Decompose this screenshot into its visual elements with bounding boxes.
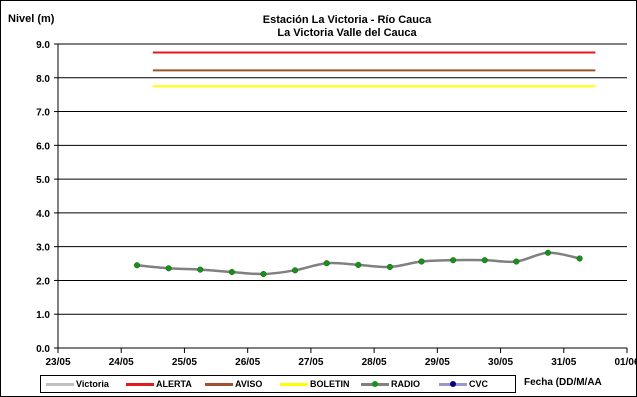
y-tick-label: 2.0 (36, 276, 50, 287)
x-tick-label: 23/05 (45, 357, 70, 368)
legend: Victoria ALERTA AVISO BOLETIN RADIO CVC (40, 375, 516, 393)
legend-swatch (46, 382, 74, 386)
x-tick-label: 27/05 (298, 357, 323, 368)
x-tick-label: 29/05 (425, 357, 450, 368)
legend-swatch (205, 382, 233, 386)
legend-label: ALERTA (156, 379, 192, 389)
data-point (197, 266, 204, 273)
legend-label: BOLETIN (310, 379, 350, 389)
x-tick-label: 31/05 (551, 357, 576, 368)
data-point (292, 267, 299, 274)
legend-item-cvc: CVC (439, 376, 488, 392)
legend-marker-icon (372, 380, 378, 387)
x-tick-label: 28/05 (362, 357, 387, 368)
x-tick-label: 26/05 (235, 357, 260, 368)
legend-label: Victoria (76, 379, 109, 389)
y-tick-label: 6.0 (36, 141, 50, 152)
legend-label: RADIO (391, 379, 420, 389)
data-point (386, 263, 393, 270)
data-point (260, 270, 267, 278)
legend-label: AVISO (235, 379, 263, 389)
data-point (513, 258, 520, 265)
x-axis-label: Fecha (DD/M/AA (524, 377, 602, 388)
y-tick-label: 4.0 (36, 209, 50, 220)
x-tick-label: 01/06 (614, 357, 637, 368)
y-tick-label: 0.0 (36, 344, 50, 355)
y-tick-label: 1.0 (36, 310, 50, 321)
legend-item-victoria: Victoria (46, 376, 109, 392)
y-tick-label: 9.0 (36, 40, 50, 51)
legend-item-radio: RADIO (361, 376, 420, 392)
data-point (165, 265, 172, 272)
y-tick-label: 3.0 (36, 243, 50, 254)
x-tick-label: 25/05 (172, 357, 197, 368)
y-tick-label: 5.0 (36, 175, 50, 186)
chart-subtitle: La Victoria Valle del Cauca (277, 27, 417, 39)
legend-swatch (361, 380, 389, 387)
legend-swatch (126, 382, 154, 386)
data-point (576, 255, 583, 262)
data-point (481, 257, 488, 264)
x-tick-label: 24/05 (109, 357, 134, 368)
legend-swatch (280, 382, 308, 386)
legend-item-alerta: ALERTA (126, 376, 192, 392)
y-tick-label: 7.0 (36, 108, 50, 119)
data-point (544, 249, 552, 256)
legend-swatch (439, 380, 467, 387)
data-point (133, 262, 141, 269)
legend-label: CVC (469, 379, 489, 389)
data-point (450, 257, 457, 264)
y-axis-label: Nivel (m) (8, 13, 55, 25)
data-point (228, 268, 235, 276)
y-tick-label: 8.0 (36, 74, 50, 85)
x-tick-label: 30/05 (488, 357, 513, 368)
legend-item-aviso: AVISO (205, 376, 262, 392)
data-point (323, 260, 330, 267)
plot-area: 0.0 1.0 2.0 3.0 4.0 5.0 6.0 7.0 8.0 9.0 23/05 24/05… (36, 40, 637, 368)
legend-marker-icon (450, 380, 456, 387)
data-point (418, 258, 425, 265)
data-point (355, 261, 362, 268)
chart-title: Estación La Victoria - Río Cauca (263, 14, 432, 26)
legend-item-boletin: BOLETIN (280, 376, 350, 392)
